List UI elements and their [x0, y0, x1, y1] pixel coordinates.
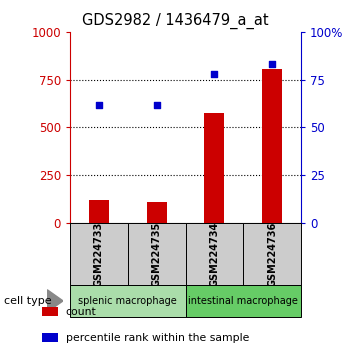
Bar	[186, 223, 243, 285]
Bar	[186, 285, 301, 317]
Bar	[243, 223, 301, 285]
Bar	[89, 200, 109, 223]
Text: GSM224733: GSM224733	[94, 221, 104, 287]
Bar	[262, 69, 282, 223]
Text: count: count	[66, 307, 97, 317]
Text: GSM224736: GSM224736	[267, 221, 277, 287]
Text: splenic macrophage: splenic macrophage	[78, 296, 177, 306]
Bar	[204, 113, 224, 223]
Bar	[128, 223, 186, 285]
Point	[96, 102, 101, 107]
Text: GSM224735: GSM224735	[152, 221, 162, 287]
Bar	[70, 285, 186, 317]
Text: intestinal macrophage: intestinal macrophage	[188, 296, 298, 306]
Bar	[70, 223, 128, 285]
Text: GDS2982 / 1436479_a_at: GDS2982 / 1436479_a_at	[82, 12, 268, 29]
Text: GSM224734: GSM224734	[209, 221, 219, 287]
Point	[154, 102, 160, 107]
Text: percentile rank within the sample: percentile rank within the sample	[66, 332, 249, 343]
Bar	[42, 333, 58, 342]
Point	[211, 71, 217, 77]
Point	[270, 62, 275, 67]
Bar	[42, 307, 58, 316]
Text: cell type: cell type	[4, 296, 51, 306]
Bar	[147, 202, 167, 223]
Polygon shape	[47, 290, 63, 312]
